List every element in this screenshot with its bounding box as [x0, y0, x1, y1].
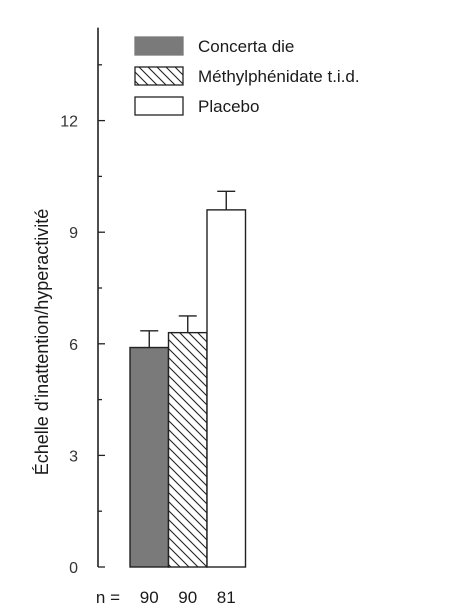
legend-swatch [134, 36, 184, 56]
y-tick-label: 12 [60, 114, 78, 131]
legend-swatch [134, 96, 184, 116]
sample-sizes: n = 90 90 81 [96, 588, 236, 607]
y-tick-label: 3 [69, 448, 78, 465]
legend-label: Méthylphénidate t.i.d. [198, 67, 360, 86]
y-tick-label: 9 [69, 225, 78, 242]
n-prefix: n = [96, 588, 120, 607]
y-axis-label: Échelle d'inattention/hyperactivité [32, 209, 52, 476]
y-axis: 0 3 6 9 12 [60, 27, 105, 577]
y-tick-label: 0 [69, 560, 78, 577]
bar [129, 346, 170, 568]
y-tick-label: 6 [69, 337, 78, 354]
bar [206, 209, 247, 568]
bar [167, 331, 208, 568]
legend-label: Concerta die [198, 37, 294, 56]
n-value: 90 [140, 588, 159, 607]
legend-label: Placebo [198, 97, 259, 116]
n-value: 90 [178, 588, 197, 607]
legend-swatch [134, 66, 184, 86]
n-value: 81 [217, 588, 236, 607]
legend: Concerta die Méthylphénidate t.i.d. Placeb… [134, 36, 360, 116]
bars [129, 190, 247, 568]
